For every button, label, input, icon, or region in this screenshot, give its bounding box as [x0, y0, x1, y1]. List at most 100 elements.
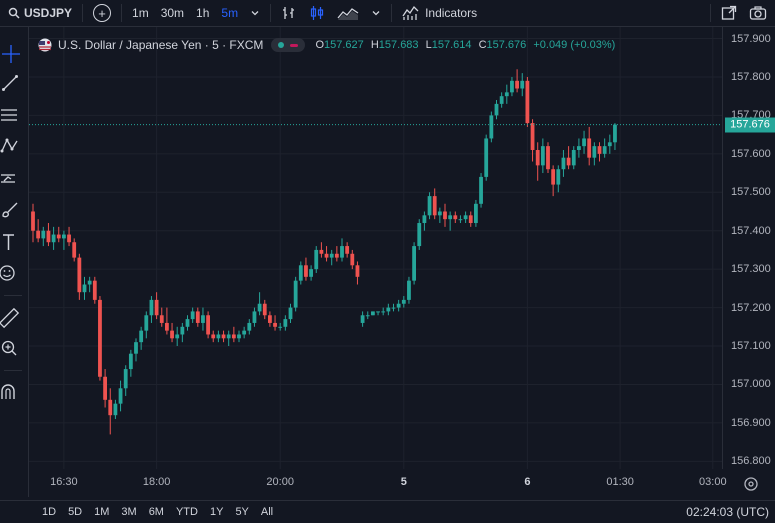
utc-clock[interactable]: 02:24:03 (UTC): [686, 505, 769, 519]
candlestick-chart[interactable]: [29, 27, 722, 469]
candle-up: [417, 223, 422, 247]
open-in-new-window-button[interactable]: [715, 0, 743, 26]
candle-up: [237, 334, 241, 339]
candle-up: [396, 303, 401, 308]
candle-down: [98, 299, 102, 377]
forecast-tool-icon[interactable]: [0, 168, 22, 190]
candle-up: [510, 80, 514, 93]
emoji-icon[interactable]: [0, 262, 22, 284]
candle-down: [221, 334, 226, 339]
candle-up: [340, 246, 344, 258]
chart-legend: U.S. Dollar / Japanese Yen · 5 · FXCM O1…: [38, 38, 619, 52]
price-label: 157.600: [731, 147, 771, 160]
candle-up: [360, 315, 365, 323]
candle-up: [556, 169, 561, 185]
candles-style-button[interactable]: [303, 0, 331, 26]
symbol-search-button[interactable]: USDJPY: [0, 0, 78, 26]
candle-up: [62, 234, 66, 239]
chart-type-dropdown[interactable]: [365, 0, 387, 26]
range-5y[interactable]: 5Y: [235, 506, 249, 518]
candle-up: [247, 322, 252, 331]
ohlc-values: O157.627 H157.683 L157.614 C157.676 +0.0…: [315, 39, 619, 51]
candle-up: [293, 280, 298, 308]
interval-label: 5m: [221, 6, 239, 20]
price-label: 156.900: [731, 416, 771, 429]
candle-up: [391, 307, 396, 309]
interval-label: 30m: [160, 6, 185, 20]
crosshair-icon[interactable]: [0, 43, 22, 65]
candle-up: [381, 311, 386, 313]
candle-down: [525, 80, 530, 124]
candle-up: [309, 269, 313, 277]
candle-up: [242, 330, 247, 335]
candle-up: [329, 253, 334, 258]
indicators-icon: [402, 5, 419, 20]
candle-down: [304, 265, 308, 277]
time-label: 16:30: [50, 476, 78, 488]
time-label: 5: [400, 476, 407, 488]
indicators-button[interactable]: Indicators: [396, 0, 483, 26]
range-1d[interactable]: 1D: [42, 506, 57, 518]
trend-line-icon[interactable]: [0, 72, 22, 94]
toolbar-divider: [270, 4, 272, 22]
high-key: H: [370, 39, 379, 51]
interval-5m[interactable]: 5m: [215, 0, 244, 26]
candle-up: [134, 342, 138, 354]
interval-30m[interactable]: 30m: [155, 0, 190, 26]
candle-up: [407, 280, 411, 300]
candle-down: [530, 123, 535, 150]
brush-icon[interactable]: [0, 199, 22, 221]
candle-down: [92, 280, 97, 300]
range-5d[interactable]: 5D: [68, 506, 83, 518]
compare-symbol-button[interactable]: +: [87, 0, 117, 26]
candle-up: [571, 149, 576, 166]
interval-dropdown[interactable]: [244, 0, 266, 26]
range-ytd[interactable]: YTD: [175, 506, 198, 518]
bars-icon: [283, 7, 295, 19]
candle-down: [273, 322, 277, 327]
candle-up: [499, 96, 504, 104]
range-all[interactable]: All: [260, 506, 274, 518]
area-style-button[interactable]: [331, 0, 365, 26]
open-value: 157.627: [324, 39, 364, 51]
toolbar-divider: [710, 4, 711, 22]
interval-1m[interactable]: 1m: [126, 0, 155, 26]
chart-settings-icon[interactable]: [743, 476, 759, 492]
horizontal-lines-icon[interactable]: [0, 104, 22, 126]
candle-up: [592, 146, 597, 158]
area-chart-icon: [337, 8, 359, 20]
range-1m[interactable]: 1M: [94, 506, 110, 518]
candle-down: [324, 253, 329, 258]
interval-label: 1h: [196, 6, 210, 20]
bar-style-button[interactable]: [275, 0, 303, 26]
pattern-tool-icon[interactable]: [0, 135, 22, 157]
range-6m[interactable]: 6M: [148, 506, 164, 518]
candle-up: [298, 265, 303, 281]
candle-down: [31, 211, 35, 231]
zoom-in-icon[interactable]: [0, 338, 22, 360]
interval-1h[interactable]: 1h: [190, 0, 215, 26]
range-3m[interactable]: 3M: [121, 506, 137, 518]
range-1y[interactable]: 1Y: [209, 506, 224, 518]
price-axis[interactable]: 157.900 157.800 157.700 157.600 157.500 157.4…: [722, 27, 775, 469]
candle-up: [577, 146, 581, 150]
market-status-pill[interactable]: [271, 38, 306, 52]
magnet-icon[interactable]: [0, 381, 22, 403]
candle-down: [170, 330, 174, 339]
candle-up: [149, 299, 154, 316]
candle-up: [180, 326, 185, 335]
time-label: 01:30: [606, 476, 634, 488]
candle-down: [597, 146, 602, 154]
candle-up: [185, 319, 190, 327]
snapshot-button[interactable]: [743, 0, 775, 26]
bottom-range-bar: 1D 5D 1M 3M 6M YTD 1Y 5Y All 02:24:03 (U…: [0, 500, 775, 523]
ruler-icon[interactable]: [0, 307, 22, 329]
toolbar-divider: [82, 4, 84, 22]
text-tool-icon[interactable]: [0, 231, 22, 253]
candle-up: [51, 234, 56, 243]
chevron-down-icon: [372, 11, 380, 16]
time-axis[interactable]: 16:30 18:00 20:00 5 6 01:30 03:00: [29, 469, 726, 495]
candles-icon: [310, 6, 324, 20]
candle-up: [278, 326, 283, 328]
candle-down: [206, 315, 210, 335]
